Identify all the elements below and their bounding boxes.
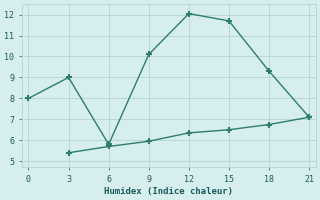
X-axis label: Humidex (Indice chaleur): Humidex (Indice chaleur) (104, 187, 233, 196)
